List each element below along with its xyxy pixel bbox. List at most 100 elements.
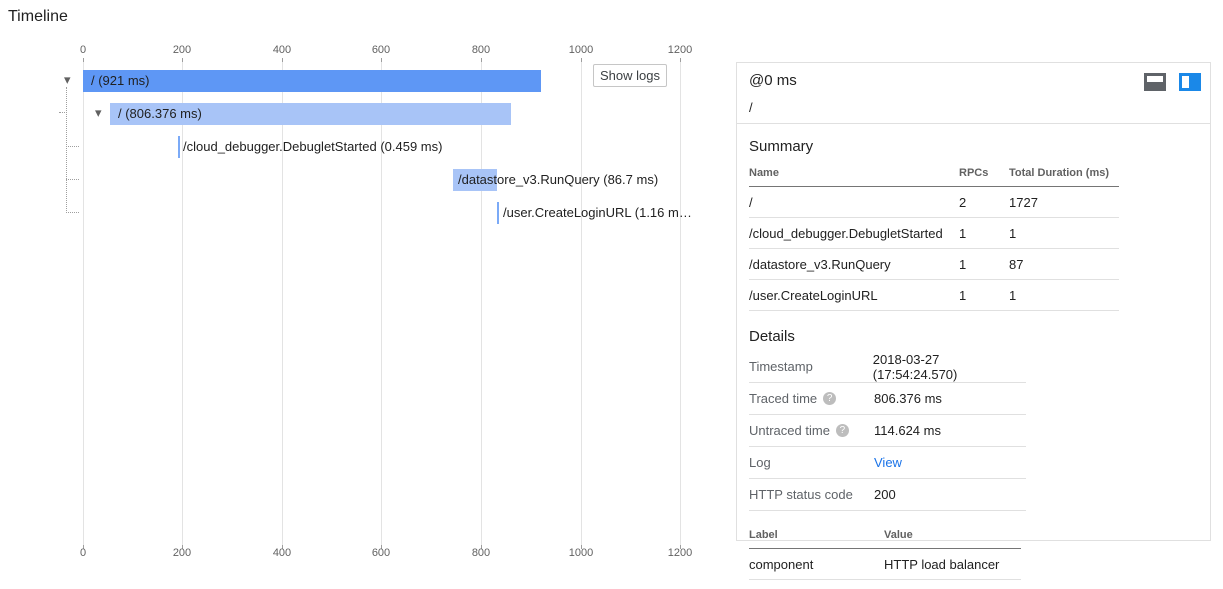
axis-tick-label-top: 1000 — [568, 44, 594, 56]
page-title: Timeline — [8, 8, 68, 25]
trace-span-bar[interactable] — [453, 169, 497, 191]
list-item: Untraced time? 114.624 ms — [749, 415, 1026, 447]
layout-toggle-group — [1144, 73, 1201, 91]
list-item: Traced time? 806.376 ms — [749, 383, 1026, 415]
view-log-link[interactable]: View — [874, 455, 902, 470]
table-row: /user.CreateLoginURL 1 1 — [749, 279, 1119, 311]
list-item: HTTP status code 200 — [749, 479, 1026, 511]
list-item: Timestamp 2018-03-27 (17:54:24.570) — [749, 351, 1026, 383]
trace-span-bar[interactable] — [497, 202, 499, 224]
axis-tick-label-bottom: 600 — [371, 547, 391, 559]
axis-tick — [282, 58, 283, 62]
summary-total: 1727 — [1009, 186, 1119, 218]
summary-header-row: Name RPCs Total Duration (ms) — [749, 157, 1119, 187]
axis-tick-label-top: 200 — [172, 44, 192, 56]
axis-tick-label-top: 800 — [471, 44, 491, 56]
gridline — [581, 62, 582, 545]
summary-col-name: Name — [749, 157, 959, 187]
axis-tick-label-bottom: 1000 — [568, 547, 594, 559]
trace-span-label[interactable]: /user.CreateLoginURL (1.16 m… — [503, 205, 692, 220]
axis-tick-label-bottom: 800 — [471, 547, 491, 559]
summary-rpcs: 1 — [959, 248, 1009, 280]
collapse-arrow-icon[interactable]: ▾ — [95, 105, 102, 120]
help-icon[interactable]: ? — [835, 424, 849, 437]
axis-tick — [83, 58, 84, 62]
detail-label: Traced time — [749, 391, 818, 406]
gridline — [381, 62, 382, 545]
summary-total: 1 — [1009, 279, 1119, 311]
tree-connector — [66, 212, 79, 213]
tree-connector — [66, 179, 79, 180]
gridline — [83, 62, 84, 545]
gridline — [282, 62, 283, 545]
summary-rpcs: 2 — [959, 186, 1009, 218]
trace-span-label[interactable]: /datastore_v3.RunQuery (86.7 ms) — [458, 172, 659, 187]
summary-heading: Summary — [749, 138, 814, 155]
tree-connector — [66, 87, 67, 213]
details-list: Timestamp 2018-03-27 (17:54:24.570) Trac… — [749, 351, 1026, 511]
table-row: component HTTP load balancer — [749, 548, 1021, 580]
axis-tick — [581, 545, 582, 549]
summary-col-rpcs: RPCs — [959, 157, 1009, 187]
axis-tick-label-top: 0 — [79, 44, 87, 56]
summary-rpcs: 1 — [959, 279, 1009, 311]
summary-name: /user.CreateLoginURL — [749, 279, 959, 311]
labels-col-value: Value — [884, 519, 1021, 549]
detail-label: Untraced time — [749, 423, 830, 438]
summary-rpcs: 1 — [959, 217, 1009, 249]
detail-value: 2018-03-27 (17:54:24.570) — [872, 351, 958, 382]
span-detail-panel: @0 ms / Summary Name RPCs Total Duration… — [736, 62, 1211, 580]
trace-span-bar-root[interactable]: / (921 ms) — [83, 70, 541, 92]
summary-table: Name RPCs Total Duration (ms) / 2 1727 /… — [749, 157, 1119, 311]
trace-span-bar[interactable] — [178, 136, 180, 158]
summary-total: 1 — [1009, 217, 1119, 249]
axis-tick — [182, 58, 183, 62]
axis-tick — [680, 545, 681, 549]
trace-span-label: / (921 ms) — [91, 73, 150, 88]
axis-tick-label-top: 1200 — [667, 44, 693, 56]
span-name: / — [749, 100, 753, 115]
axis-tick — [481, 545, 482, 549]
detail-value: 114.624 ms — [874, 423, 941, 438]
axis-tick — [381, 545, 382, 549]
axis-tick — [182, 545, 183, 549]
gridline — [182, 62, 183, 545]
detail-label: Log — [749, 455, 771, 470]
details-heading: Details — [749, 328, 795, 345]
show-logs-button[interactable]: Show logs — [593, 64, 667, 87]
axis-tick — [381, 58, 382, 62]
labels-col-label: Label — [749, 519, 884, 549]
trace-span-bar[interactable]: / (806.376 ms) — [110, 103, 511, 125]
summary-col-total: Total Duration (ms) — [1009, 157, 1119, 187]
axis-tick-label-bottom: 200 — [172, 547, 192, 559]
axis-tick-label-top: 600 — [371, 44, 391, 56]
label-value: HTTP load balancer — [884, 548, 1021, 580]
summary-name: / — [749, 186, 959, 218]
detail-value: 200 — [874, 487, 896, 502]
label-key: component — [749, 548, 884, 580]
axis-tick — [282, 545, 283, 549]
help-icon[interactable]: ? — [823, 392, 837, 405]
detail-label: HTTP status code — [749, 487, 853, 502]
tree-connector — [66, 146, 79, 147]
trace-span-label[interactable]: /cloud_debugger.DebugletStarted (0.459 m… — [183, 139, 443, 154]
gridline — [680, 62, 681, 545]
table-row: /datastore_v3.RunQuery 1 87 — [749, 248, 1119, 280]
detail-label: Timestamp — [749, 359, 813, 374]
axis-tick-label-bottom: 1200 — [667, 547, 693, 559]
panel-header: @0 ms / — [737, 63, 1210, 124]
split-vertical-icon[interactable] — [1179, 73, 1201, 91]
axis-tick-label-top: 400 — [272, 44, 292, 56]
axis-tick — [581, 58, 582, 62]
split-horizontal-icon[interactable] — [1144, 73, 1166, 91]
tree-connector — [59, 112, 67, 113]
list-item: Log View — [749, 447, 1026, 479]
labels-header-row: Label Value — [749, 519, 1021, 549]
axis-tick — [680, 58, 681, 62]
labels-table: Label Value component HTTP load balancer — [749, 519, 1021, 580]
axis-tick — [481, 58, 482, 62]
span-offset-title: @0 ms — [749, 72, 797, 89]
collapse-arrow-icon[interactable]: ▾ — [64, 72, 71, 87]
summary-name: /cloud_debugger.DebugletStarted — [749, 217, 959, 249]
